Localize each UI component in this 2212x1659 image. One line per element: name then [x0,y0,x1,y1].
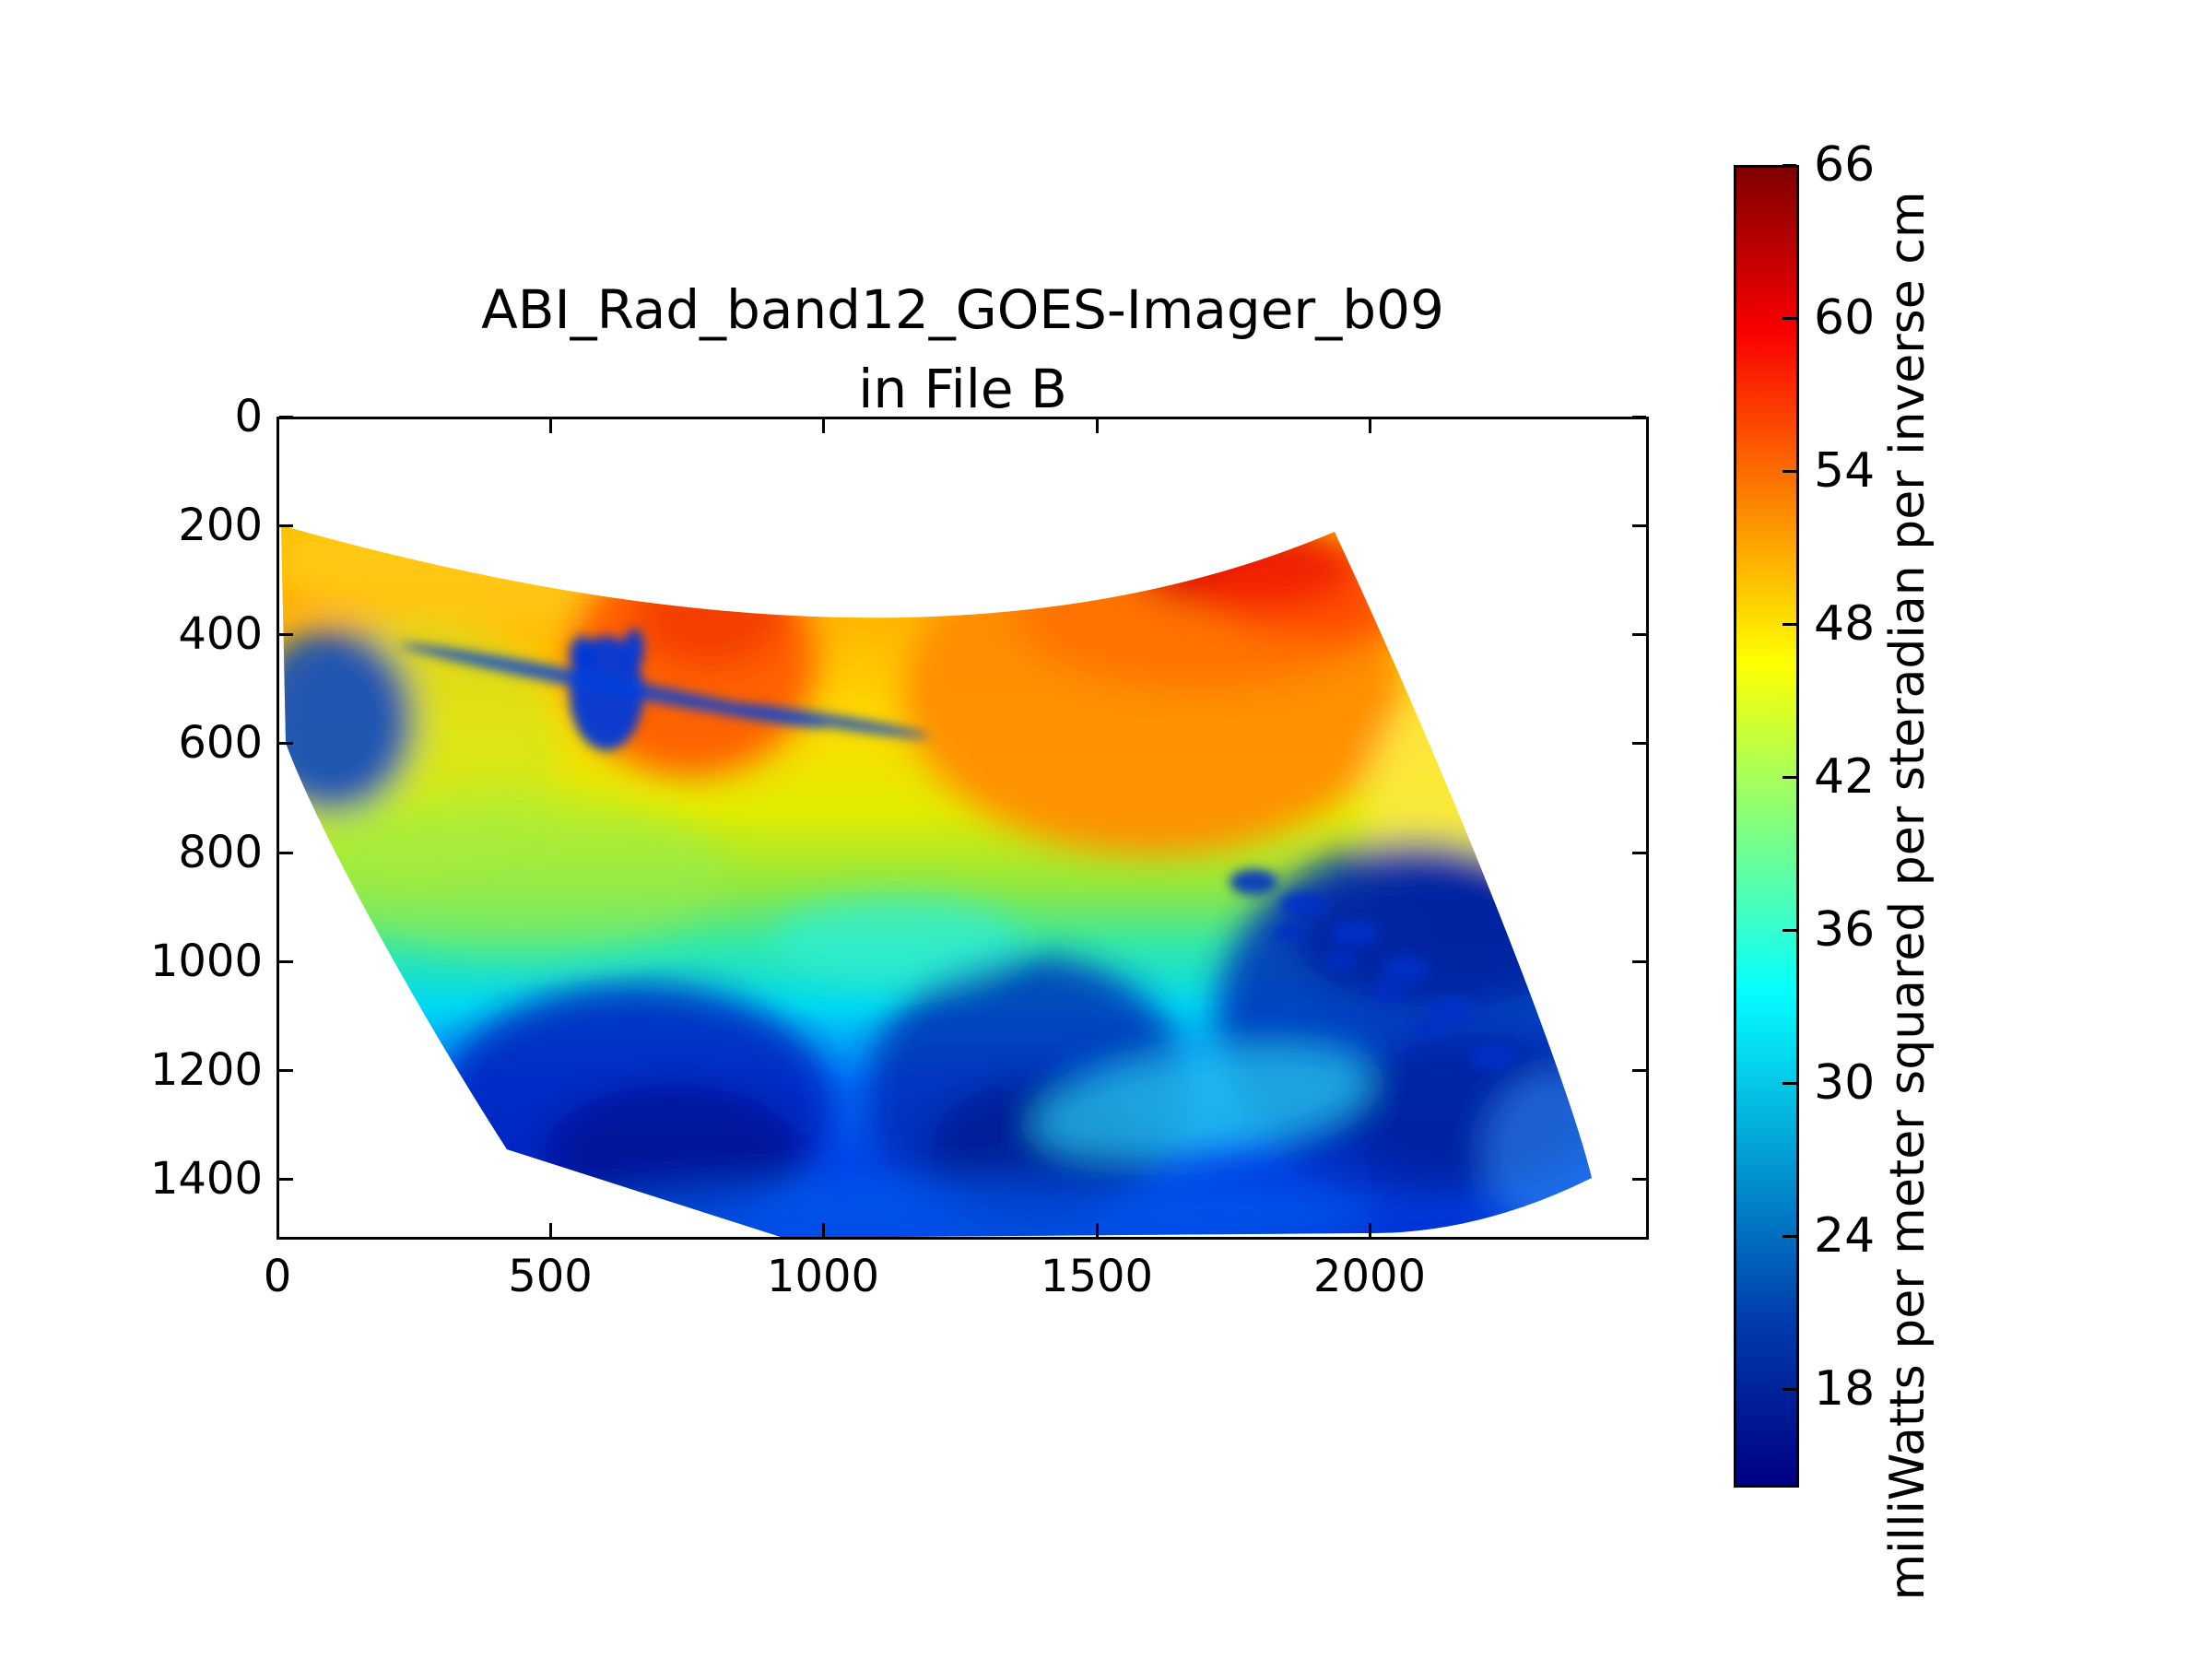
feature-wave-cloud-6 [1469,1044,1517,1070]
colorbar-tick-label: 30 [1814,1055,1876,1111]
feature-jagged-blue-cloud-2 [570,636,595,673]
y-tick-mark-left [279,742,293,745]
figure-title-line1: ABI_Rad_band12_GOES-Imager_b09 [481,278,1444,341]
x-tick-mark-bottom [276,1223,279,1237]
y-tick-label: 1200 [149,1044,263,1096]
x-tick-label: 0 [263,1251,292,1302]
y-tick-mark-right [1632,633,1646,636]
figure-title: ABI_Rad_band12_GOES-Imager_b09 in File B [276,270,1649,429]
y-tick-mark-left [279,416,293,418]
colorbar-tick-label: 54 [1814,443,1876,499]
x-tick-mark-bottom [822,1223,825,1237]
feature-lightblue-right-edge [1484,1071,1592,1237]
feature-wave-cloud-1 [1230,869,1277,895]
feature-wave-cloud-7 [1274,924,1307,942]
x-tick-label: 1000 [766,1251,880,1302]
colorbar-tick-mark [1783,1235,1796,1238]
colorbar-tick-mark [1783,1082,1796,1085]
colorbar-tick-label: 60 [1814,290,1876,346]
y-tick-mark-left [279,1178,293,1181]
y-tick-mark-left [279,633,293,636]
feature-wave-cloud-9 [1371,983,1404,1002]
feature-blue-streak-2 [729,703,930,738]
colorbar-tick-label: 24 [1814,1208,1876,1264]
y-tick-mark-right [1632,524,1646,527]
y-tick-mark-right [1632,1069,1646,1072]
x-tick-mark-bottom [1096,1223,1099,1237]
x-tick-label: 2000 [1312,1251,1427,1302]
y-tick-label: 1400 [149,1153,263,1205]
y-tick-mark-right [1632,1178,1646,1181]
colorbar-tick-mark [1783,317,1796,320]
colorbar-tick-mark [1783,164,1796,167]
colorbar-tick-mark [1783,929,1796,932]
y-tick-mark-left [279,524,293,527]
y-tick-mark-right [1632,852,1646,854]
heatmap-swath [281,525,1592,1238]
colorbar-tick-mark [1783,1388,1796,1391]
x-tick-mark-top [276,419,279,433]
x-tick-mark-top [1369,419,1371,433]
feature-wave-cloud-3 [1331,920,1379,946]
x-tick-mark-top [1096,419,1099,433]
feature-wave-cloud-10 [1412,1020,1445,1039]
y-tick-label: 0 [234,391,263,442]
y-tick-mark-left [279,852,293,854]
feature-blue-streak-1 [400,643,826,728]
colorbar-tick-mark [1783,623,1796,626]
x-tick-mark-top [549,419,552,433]
x-tick-label: 500 [508,1251,593,1302]
colorbar-tick-label: 18 [1814,1361,1876,1417]
x-tick-mark-bottom [549,1223,552,1237]
colorbar-tick-label: 42 [1814,749,1876,805]
feature-wave-cloud-2 [1280,892,1328,918]
feature-cyan-swoosh [1033,1047,1372,1159]
x-tick-mark-bottom [1369,1223,1371,1237]
y-tick-label: 1000 [149,935,263,987]
feature-wave-cloud-8 [1324,951,1358,970]
feature-wave-cloud-4 [1382,957,1430,982]
y-tick-label: 400 [178,608,263,660]
y-tick-mark-left [279,1069,293,1072]
colorbar-tick-label: 66 [1814,137,1876,193]
colorbar-tick-mark [1783,470,1796,473]
y-tick-mark-right [1632,416,1646,418]
x-tick-mark-top [822,419,825,433]
colorbar-tick-mark [1783,776,1796,779]
colorbar [1734,165,1799,1488]
y-tick-mark-left [279,960,293,963]
plot-box [276,417,1649,1240]
y-tick-label: 800 [178,827,263,878]
feature-wave-cloud-5 [1428,998,1476,1024]
y-tick-mark-right [1632,960,1646,963]
figure-title-line2: in File B [858,358,1067,420]
y-tick-mark-right [1632,742,1646,745]
x-tick-label: 1500 [1040,1251,1154,1302]
y-tick-label: 600 [178,717,263,769]
feature-jagged-blue-cloud-3 [624,629,644,669]
colorbar-tick-label: 48 [1814,596,1876,652]
feature-green-mid-left [304,794,728,951]
colorbar-tick-label: 36 [1814,902,1876,958]
feature-cyan-patch-center [771,896,1020,984]
y-tick-label: 200 [178,500,263,551]
